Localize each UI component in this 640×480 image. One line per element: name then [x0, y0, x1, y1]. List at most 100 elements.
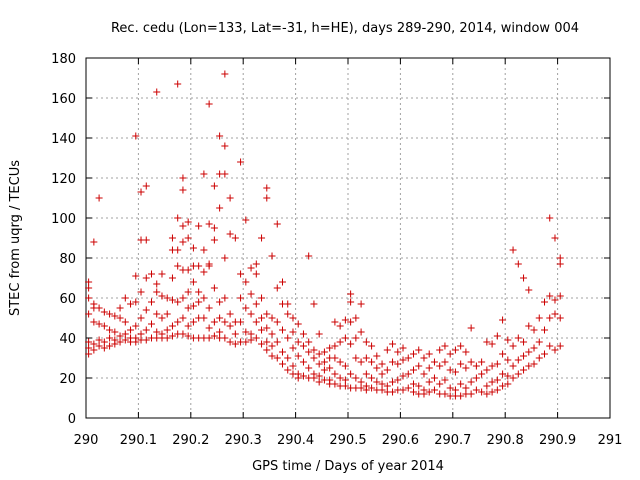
data-point [394, 348, 402, 356]
data-point [294, 352, 302, 360]
data-point [289, 314, 297, 322]
data-point [163, 326, 171, 334]
data-point [499, 316, 507, 324]
data-point [205, 262, 213, 270]
data-point [284, 354, 292, 362]
data-points [85, 70, 564, 400]
data-point [478, 358, 486, 366]
data-point [90, 318, 98, 326]
data-point [357, 358, 365, 366]
data-point [499, 350, 507, 358]
data-point [263, 338, 271, 346]
data-point [195, 298, 203, 306]
data-point [85, 310, 93, 318]
data-point [289, 362, 297, 370]
data-point [210, 318, 218, 326]
data-point [472, 362, 480, 370]
data-point [216, 204, 224, 212]
data-point [331, 354, 339, 362]
x-tick-labels: 290 290.1 290.2 290.3 290.4 290.5 290.6 290.7 29… [74, 433, 623, 448]
data-point [247, 336, 255, 344]
data-point [373, 378, 381, 386]
data-point [383, 346, 391, 354]
data-point [237, 270, 245, 278]
data-point [436, 346, 444, 354]
data-point [132, 338, 140, 346]
data-point [368, 374, 376, 382]
data-point [320, 366, 328, 374]
data-point [205, 334, 213, 342]
data-point [179, 222, 187, 230]
data-point [420, 354, 428, 362]
data-point [420, 390, 428, 398]
data-point [299, 372, 307, 380]
data-point [85, 350, 93, 358]
data-point [221, 70, 229, 78]
data-point [389, 378, 397, 386]
data-point [216, 314, 224, 322]
data-point [116, 332, 124, 340]
data-point [520, 366, 528, 374]
data-point [106, 334, 114, 342]
data-point [216, 132, 224, 140]
data-point [352, 334, 360, 342]
data-point [389, 388, 397, 396]
data-point [85, 284, 93, 292]
data-point [305, 338, 313, 346]
data-point [174, 80, 182, 88]
data-point [462, 348, 470, 356]
data-point [184, 288, 192, 296]
data-point [535, 314, 543, 322]
data-point [258, 314, 266, 322]
data-point [127, 326, 135, 334]
data-point [205, 220, 213, 228]
data-point [247, 290, 255, 298]
data-point [168, 332, 176, 340]
data-point [153, 280, 161, 288]
data-point [493, 386, 501, 394]
data-point [148, 320, 155, 328]
data-point [410, 350, 417, 358]
data-point [299, 358, 307, 366]
data-point [116, 314, 124, 322]
data-point [504, 336, 512, 344]
data-point [252, 260, 260, 268]
data-point [483, 338, 491, 346]
data-point [242, 278, 250, 286]
data-point [153, 288, 161, 296]
x-tick-label: 290.7 [434, 433, 471, 448]
data-point [231, 234, 239, 242]
data-point [174, 246, 182, 254]
data-point [556, 254, 564, 262]
data-point [472, 374, 480, 382]
data-point [258, 340, 266, 348]
data-point [226, 310, 234, 318]
data-point [425, 388, 433, 396]
data-point [168, 274, 176, 282]
data-point [410, 366, 417, 374]
data-point [221, 142, 229, 150]
data-point [467, 358, 475, 366]
data-point [221, 318, 229, 326]
data-point [326, 344, 334, 352]
data-point [132, 322, 140, 330]
data-point [221, 334, 229, 342]
data-point [184, 234, 192, 242]
data-point [504, 380, 512, 388]
data-point [478, 370, 486, 378]
x-tick-label: 290.1 [120, 433, 157, 448]
data-point [425, 350, 433, 358]
data-point [189, 302, 197, 310]
data-point [483, 390, 491, 398]
data-point [158, 314, 166, 322]
data-point [252, 334, 260, 342]
data-point [95, 304, 103, 312]
y-tick-label: 140 [51, 132, 76, 147]
data-point [378, 386, 386, 394]
data-point [163, 334, 171, 342]
data-point [106, 326, 114, 334]
data-point [142, 306, 150, 314]
data-point [226, 230, 234, 238]
data-point [320, 348, 328, 356]
data-point [488, 388, 496, 396]
